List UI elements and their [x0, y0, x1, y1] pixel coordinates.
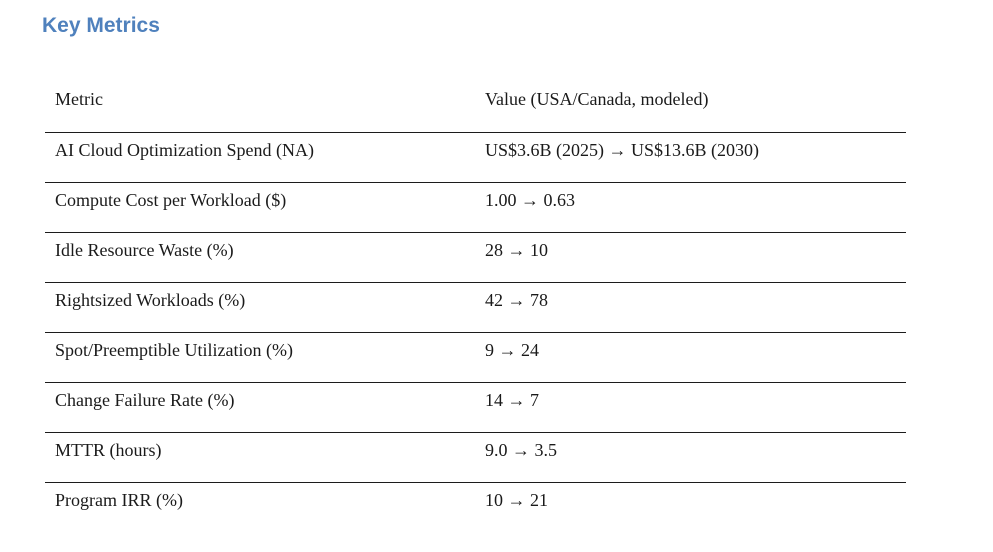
value-cell: 28 → 10 — [485, 231, 906, 282]
table-row: Idle Resource Waste (%) 28 → 10 — [45, 231, 906, 282]
value-cell: 9 → 24 — [485, 331, 906, 382]
table-row: Program IRR (%) 10 → 21 — [45, 481, 906, 532]
value-cell: 1.00 → 0.63 — [485, 181, 906, 232]
value-cell: US$3.6B (2025) → US$13.6B (2030) — [485, 131, 906, 182]
value-cell: 10 → 21 — [485, 481, 906, 532]
page-title: Key Metrics — [42, 14, 160, 37]
table-row: Change Failure Rate (%) 14 → 7 — [45, 381, 906, 432]
column-header-value: Value (USA/Canada, modeled) — [485, 89, 709, 109]
value-cell: 14 → 7 — [485, 381, 906, 432]
metric-cell: Program IRR (%) — [45, 481, 485, 532]
metric-cell: Rightsized Workloads (%) — [45, 281, 485, 332]
table-row: MTTR (hours) 9.0 → 3.5 — [45, 431, 906, 482]
metric-cell: Compute Cost per Workload ($) — [45, 181, 485, 232]
metric-cell: Change Failure Rate (%) — [45, 381, 485, 432]
metric-cell: AI Cloud Optimization Spend (NA) — [45, 131, 485, 182]
value-cell: 42 → 78 — [485, 281, 906, 332]
column-header-metric: Metric — [55, 89, 103, 109]
metric-cell: MTTR (hours) — [45, 431, 485, 482]
table-row: Compute Cost per Workload ($) 1.00 → 0.6… — [45, 181, 906, 232]
table-row: AI Cloud Optimization Spend (NA) US$3.6B… — [45, 131, 906, 182]
metric-cell: Spot/Preemptible Utilization (%) — [45, 331, 485, 382]
metric-cell: Idle Resource Waste (%) — [45, 231, 485, 282]
table-row: Rightsized Workloads (%) 42 → 78 — [45, 281, 906, 332]
table-row: Spot/Preemptible Utilization (%) 9 → 24 — [45, 331, 906, 382]
table-header-row: Metric Value (USA/Canada, modeled) — [45, 82, 906, 132]
key-metrics-table: Metric Value (USA/Canada, modeled) AI Cl… — [45, 82, 906, 532]
value-cell: 9.0 → 3.5 — [485, 431, 906, 482]
